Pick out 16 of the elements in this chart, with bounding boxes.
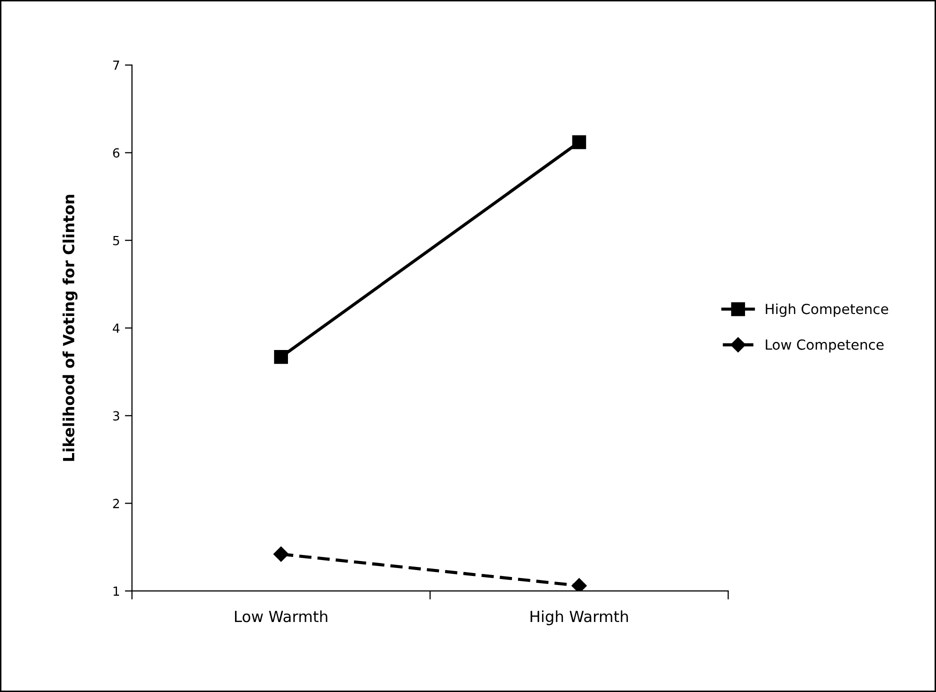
point: [273, 546, 289, 562]
point: [572, 578, 587, 591]
legend-label: High Competence: [766, 303, 888, 317]
y-tick-label: 6: [113, 148, 120, 158]
y-tick-label: 1: [114, 586, 120, 596]
y-tick-label: 2: [113, 498, 119, 508]
x-tick-label: High Warmth: [530, 610, 628, 626]
y-tick-label: 3: [113, 411, 120, 421]
x-tick-label: Low Warmth: [235, 610, 328, 622]
point: [274, 350, 288, 364]
legend-label: Low Competence: [766, 339, 884, 353]
y-tick-label: 4: [112, 324, 120, 333]
y-tick-label: 5: [113, 236, 120, 246]
y-tick-label: 7: [113, 60, 120, 70]
y-axis-title: Likelihood of Voting for Clinton: [62, 194, 78, 461]
point: [572, 135, 586, 150]
